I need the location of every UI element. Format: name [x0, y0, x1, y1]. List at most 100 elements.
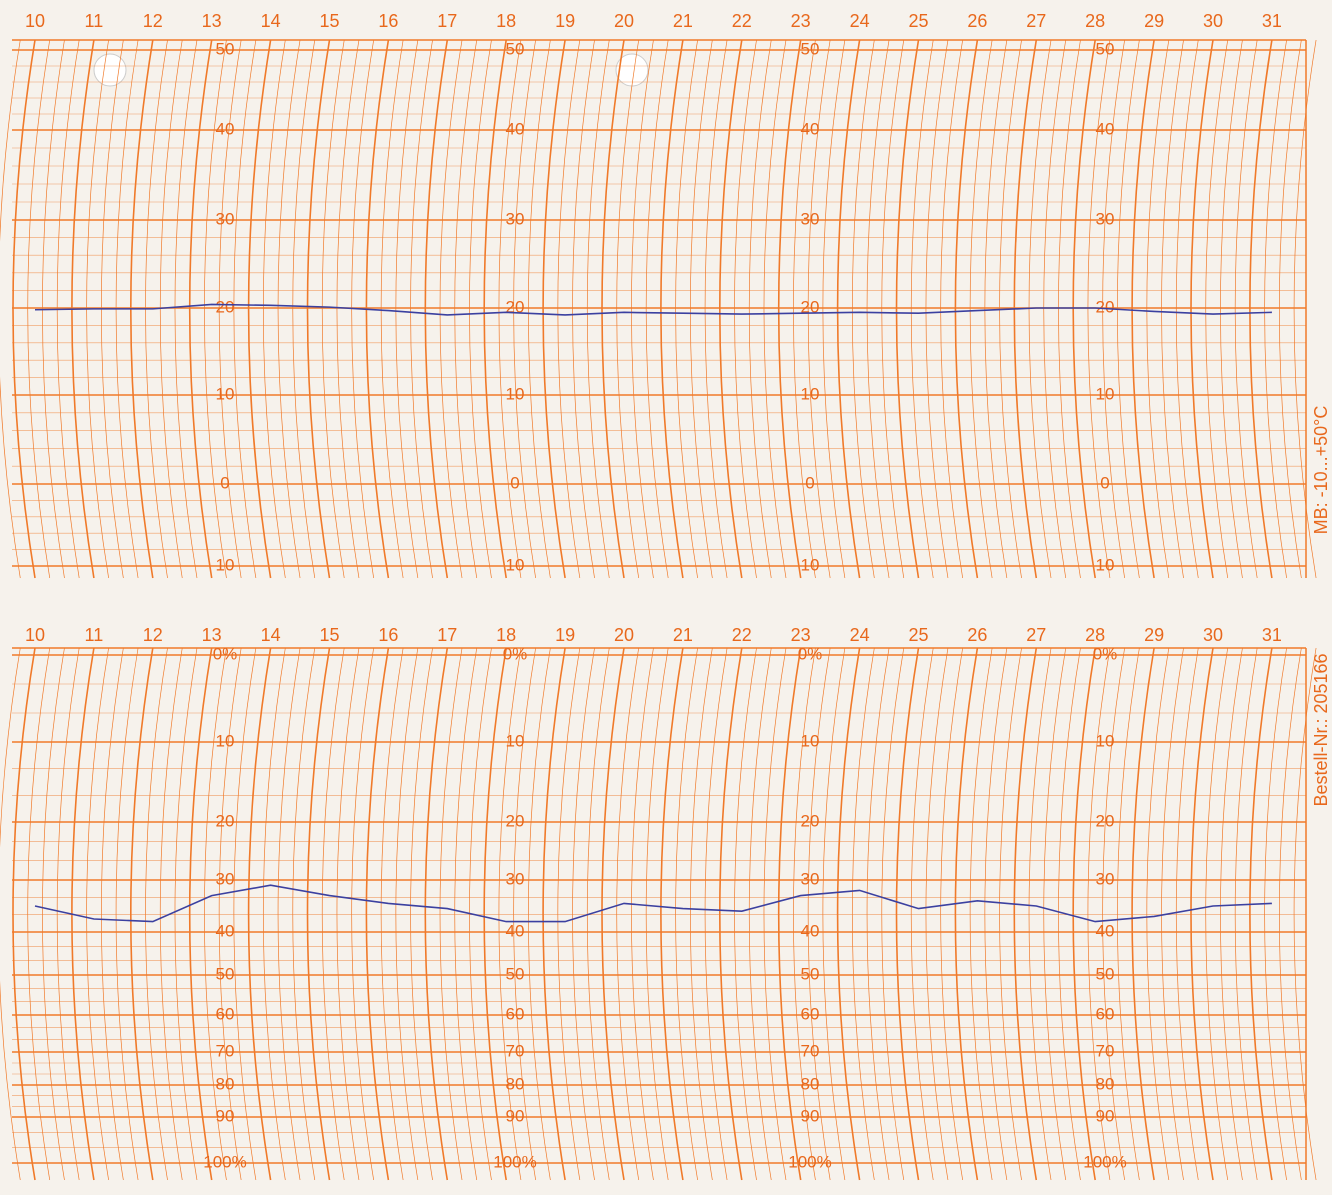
x-tick-label: 19	[555, 625, 575, 645]
y-tick-label: 30	[506, 209, 525, 228]
y-tick-label: 80	[1096, 1074, 1115, 1093]
y-tick-label: 10	[801, 731, 820, 750]
y-tick-label: 10	[216, 384, 235, 403]
y-tick-label: 40	[216, 119, 235, 138]
y-tick-label: 0%	[798, 644, 823, 663]
x-tick-label: 11	[85, 11, 104, 31]
x-tick-label: 18	[496, 11, 516, 31]
y-tick-label: 10	[1096, 384, 1115, 403]
y-tick-label: 80	[216, 1074, 235, 1093]
y-tick-label: 60	[801, 1004, 820, 1023]
x-tick-label: 22	[732, 625, 752, 645]
x-tick-label: 20	[614, 625, 634, 645]
x-tick-label: 20	[614, 11, 634, 31]
x-tick-label: 30	[1203, 11, 1223, 31]
y-tick-label: 70	[506, 1041, 525, 1060]
x-tick-label: 15	[319, 625, 339, 645]
y-tick-label: 20	[1096, 297, 1115, 316]
y-tick-label: 30	[801, 209, 820, 228]
y-tick-label: 10	[216, 731, 235, 750]
x-tick-label: 26	[967, 625, 987, 645]
y-tick-label: 100%	[493, 1152, 536, 1171]
y-tick-label: 0%	[213, 644, 238, 663]
x-tick-label: 21	[673, 625, 693, 645]
x-tick-label: 30	[1203, 625, 1223, 645]
y-tick-label: 40	[506, 119, 525, 138]
x-tick-label: 12	[143, 11, 163, 31]
x-tick-label: 25	[908, 625, 928, 645]
y-tick-label: 20	[216, 297, 235, 316]
y-tick-label: 20	[1096, 811, 1115, 830]
order-number: Bestell-Nr.: 205166	[1311, 653, 1331, 806]
x-tick-label: 28	[1085, 625, 1105, 645]
x-tick-label: 16	[378, 625, 398, 645]
y-tick-label: 30	[801, 869, 820, 888]
y-tick-label: 100%	[203, 1152, 246, 1171]
x-tick-label: 25	[908, 11, 928, 31]
y-tick-label: 60	[506, 1004, 525, 1023]
range-label: MB: -10...+50°C	[1311, 406, 1331, 535]
x-tick-label: 31	[1262, 11, 1282, 31]
x-tick-label: 18	[496, 625, 516, 645]
x-tick-label: 15	[319, 11, 339, 31]
x-tick-label: 11	[85, 625, 104, 645]
y-tick-label: 10	[1096, 555, 1115, 574]
y-tick-label: 20	[801, 811, 820, 830]
y-tick-label: 0%	[503, 644, 528, 663]
y-tick-label: 90	[801, 1106, 820, 1125]
y-tick-label: 30	[1096, 209, 1115, 228]
y-tick-label: 80	[506, 1074, 525, 1093]
y-tick-label: 50	[506, 39, 525, 58]
y-tick-label: 50	[506, 964, 525, 983]
x-tick-label: 27	[1026, 625, 1046, 645]
y-tick-label: 0	[510, 473, 519, 492]
chart-paper: MB: -10...+50°C Bestell-Nr.: 205166 10 10…	[0, 0, 1332, 1195]
y-tick-label: 10	[506, 384, 525, 403]
y-tick-label: 90	[506, 1106, 525, 1125]
y-tick-label: 70	[801, 1041, 820, 1060]
x-tick-label: 21	[673, 11, 693, 31]
x-tick-label: 17	[437, 11, 457, 31]
y-tick-label: 40	[506, 921, 525, 940]
y-tick-label: 100%	[1083, 1152, 1126, 1171]
y-tick-label: 30	[1096, 869, 1115, 888]
x-tick-label: 14	[261, 625, 281, 645]
y-tick-label: 10	[1096, 731, 1115, 750]
x-tick-label: 13	[202, 625, 222, 645]
y-tick-label: 40	[801, 921, 820, 940]
x-tick-label: 29	[1144, 625, 1164, 645]
y-tick-label: 50	[1096, 964, 1115, 983]
y-tick-label: 10	[506, 731, 525, 750]
x-tick-label: 19	[555, 11, 575, 31]
punch-hole	[94, 54, 126, 86]
x-tick-label: 27	[1026, 11, 1046, 31]
y-tick-label: 30	[216, 869, 235, 888]
y-tick-label: 50	[216, 39, 235, 58]
x-tick-label: 22	[732, 11, 752, 31]
x-tick-label: 24	[850, 11, 870, 31]
y-tick-label: 60	[216, 1004, 235, 1023]
x-tick-label: 13	[202, 11, 222, 31]
y-tick-label: 30	[216, 209, 235, 228]
y-tick-label: 60	[1096, 1004, 1115, 1023]
y-tick-label: 90	[216, 1106, 235, 1125]
y-tick-label: 100%	[788, 1152, 831, 1171]
x-tick-label: 10	[25, 625, 45, 645]
y-tick-label: 0	[805, 473, 814, 492]
x-tick-label: 23	[791, 11, 811, 31]
x-tick-label: 16	[378, 11, 398, 31]
x-tick-label: 23	[791, 625, 811, 645]
y-tick-label: 40	[801, 119, 820, 138]
x-tick-label: 26	[967, 11, 987, 31]
x-tick-label: 28	[1085, 11, 1105, 31]
y-tick-label: 50	[1096, 39, 1115, 58]
y-tick-label: 70	[216, 1041, 235, 1060]
y-tick-label: 30	[506, 869, 525, 888]
y-tick-label: 50	[801, 39, 820, 58]
x-tick-label: 17	[437, 625, 457, 645]
y-tick-label: 20	[216, 811, 235, 830]
y-tick-label: 40	[1096, 921, 1115, 940]
y-tick-label: 20	[506, 811, 525, 830]
y-tick-label: 50	[801, 964, 820, 983]
x-tick-label: 12	[143, 625, 163, 645]
